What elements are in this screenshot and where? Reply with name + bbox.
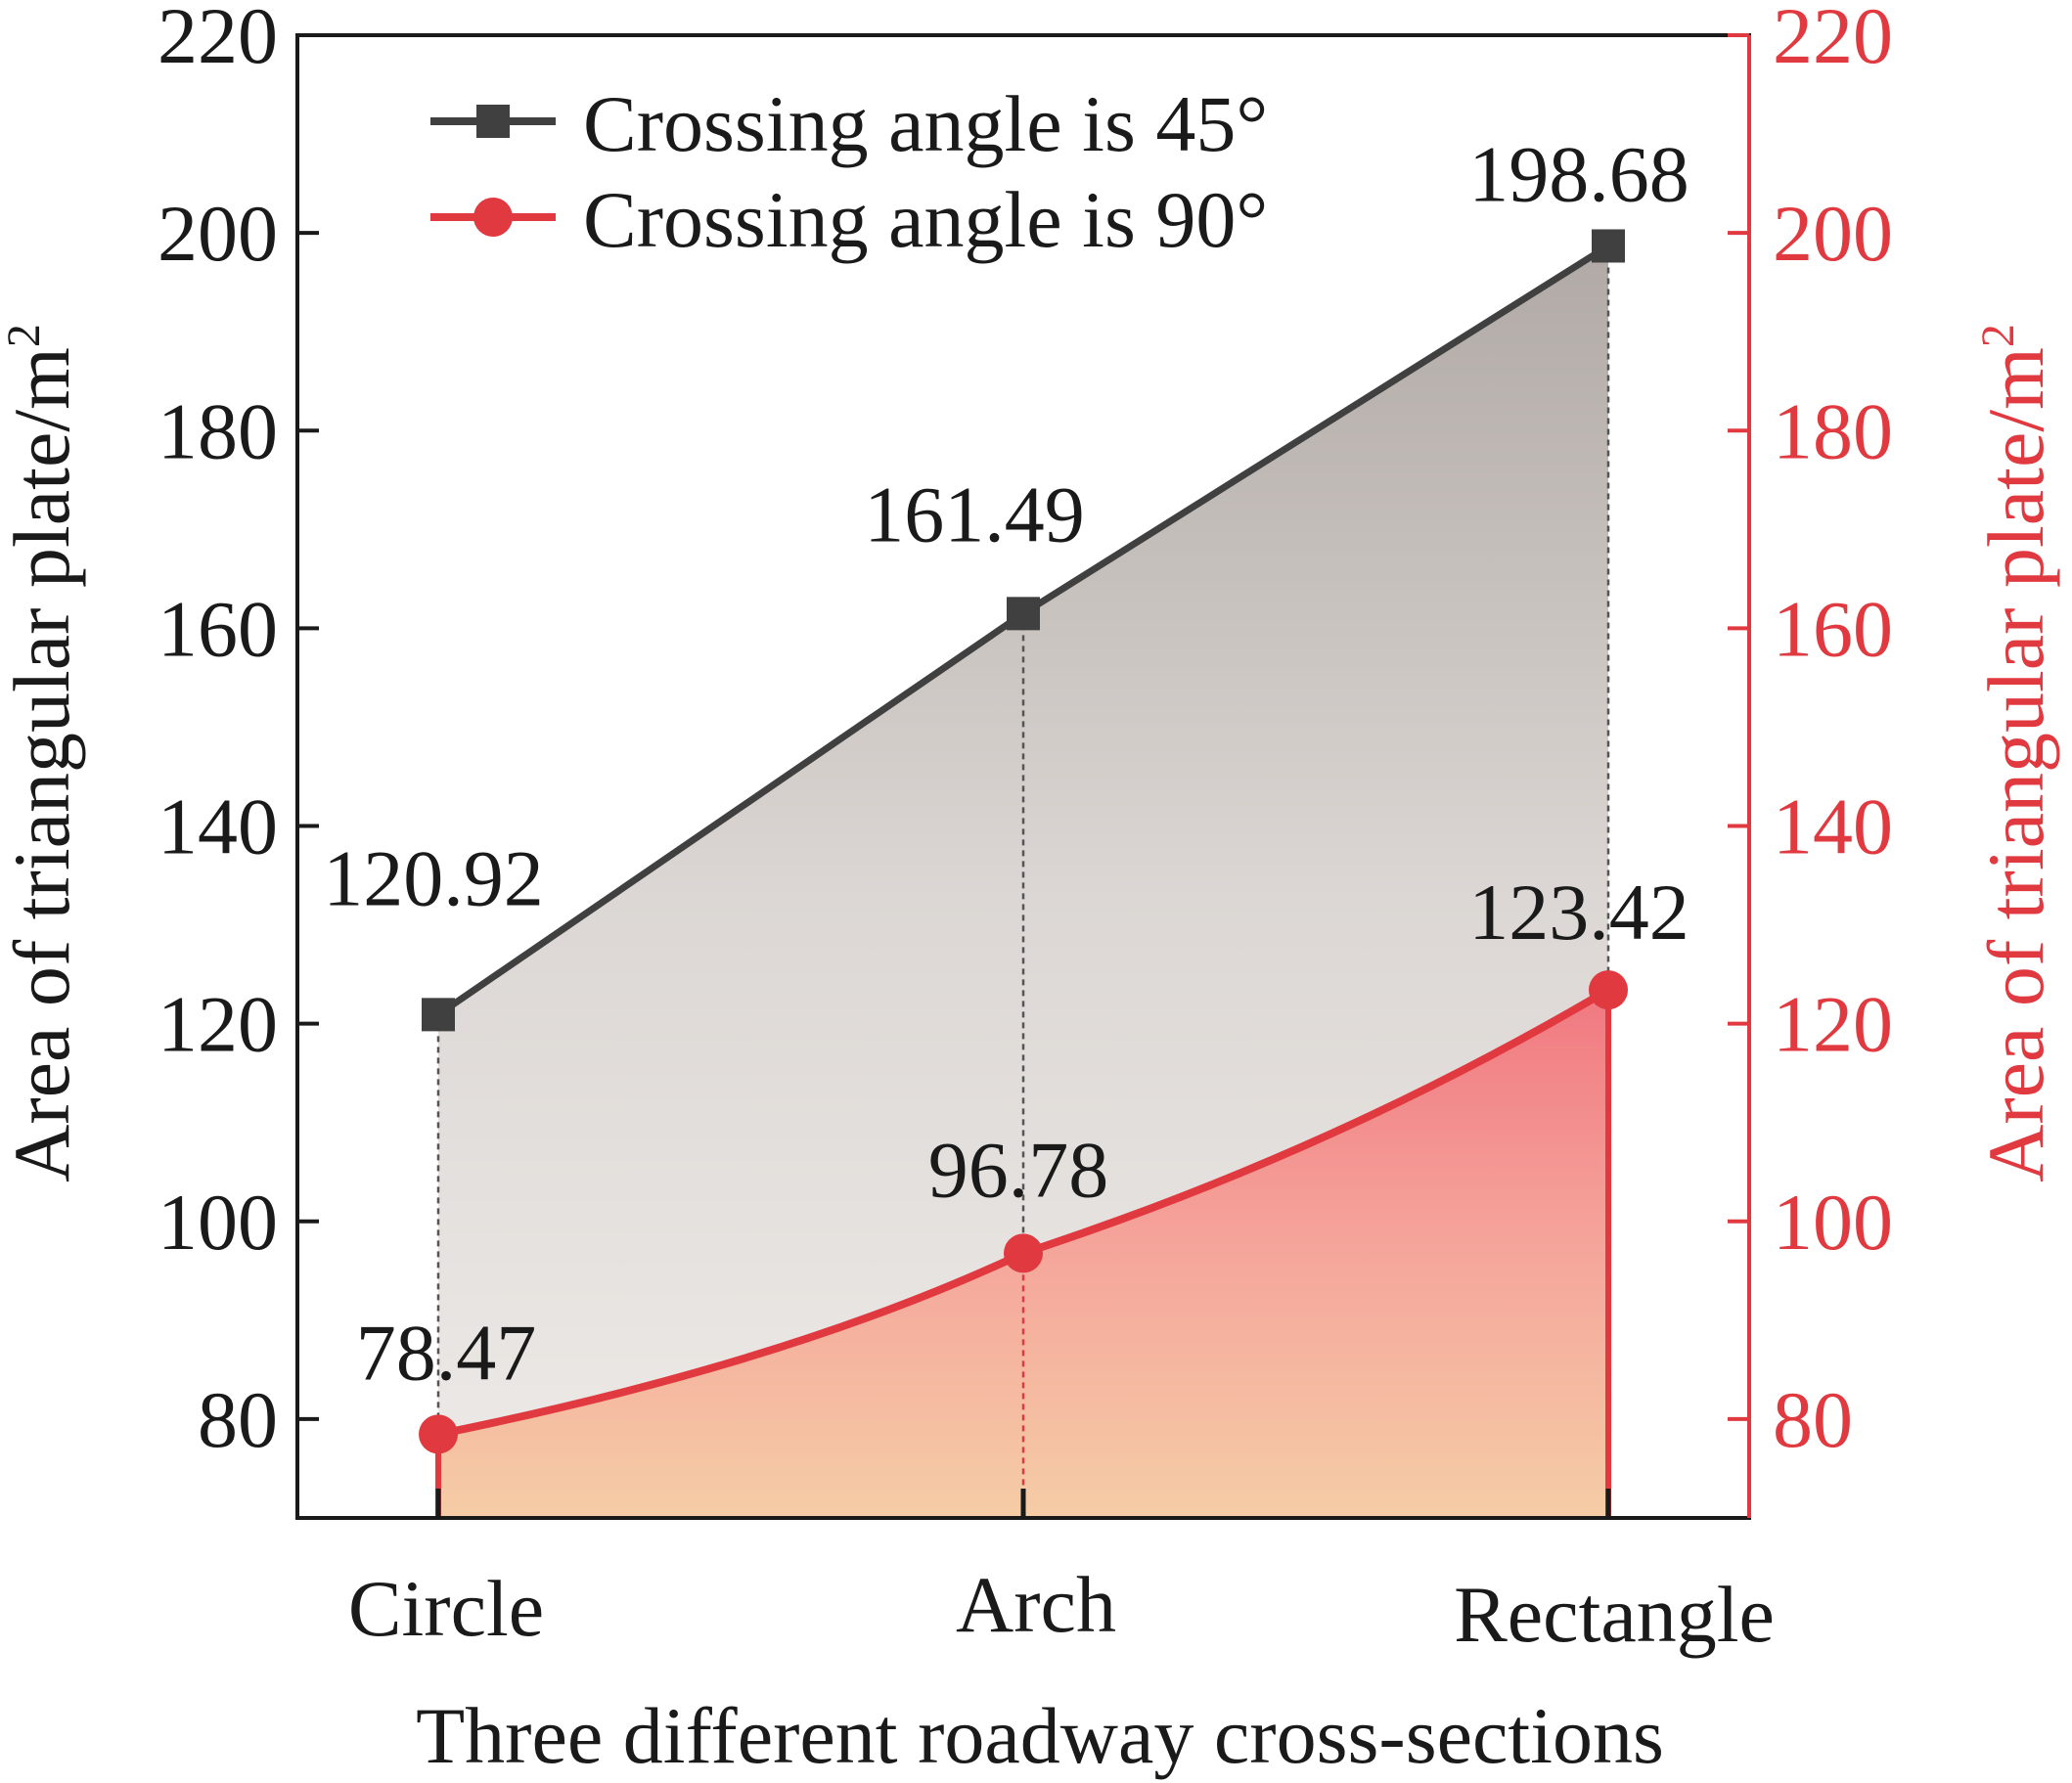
right-tick-label: 160: [1773, 584, 1893, 673]
category-labels: Circle Arch Rectangle: [348, 1560, 1775, 1659]
left-y-axis-title: Area of triangular plate/m2: [0, 324, 86, 1182]
right-tick-label: 180: [1773, 386, 1893, 475]
series-markers: [419, 229, 1628, 1454]
right-y-axis-title: Area of triangular plate/m2: [1971, 324, 2060, 1182]
left-tick-label: 100: [158, 1178, 278, 1267]
right-y-axis-title-text: Area of triangular plate/m: [1971, 347, 2060, 1182]
left-y-axis-ticks: 80 100 120 140 160 180 200 220: [158, 0, 319, 1464]
data-label-90: 123.42: [1468, 868, 1689, 957]
category-label: Arch: [956, 1560, 1116, 1649]
data-label-90: 78.47: [356, 1308, 537, 1397]
data-label-45: 120.92: [323, 833, 544, 922]
right-tick-label: 140: [1773, 782, 1893, 871]
legend-label-45: Crossing angle is 45°: [583, 79, 1268, 168]
left-tick-label: 160: [158, 584, 278, 673]
category-label: Rectangle: [1454, 1570, 1775, 1659]
left-tick-label: 140: [158, 782, 278, 871]
right-tick-label: 120: [1773, 980, 1893, 1069]
right-tick-label: 100: [1773, 1178, 1893, 1267]
data-label-45: 161.49: [864, 469, 1085, 558]
category-label: Circle: [348, 1564, 544, 1653]
legend-marker-45: [476, 105, 510, 138]
marker-45: [422, 998, 455, 1032]
marker-45: [1592, 229, 1625, 263]
marker-90: [1004, 1233, 1043, 1273]
data-labels: 120.92 161.49 198.68 78.47 96.78 123.42: [323, 129, 1689, 1397]
marker-45: [1007, 597, 1040, 631]
right-y-axis-title-superscript: 2: [1972, 324, 2024, 347]
right-y-axis-ticks: 80 100 120 140 160 180 200 220: [1728, 0, 1893, 1464]
data-label-90: 96.78: [928, 1125, 1109, 1214]
left-tick-label: 200: [158, 189, 278, 278]
left-y-axis-title-superscript: 2: [0, 324, 50, 347]
right-tick-label: 220: [1773, 0, 1893, 80]
legend: Crossing angle is 45° Crossing angle is …: [430, 79, 1268, 264]
x-axis-title: Three different roadway cross-sections: [416, 1691, 1664, 1780]
left-tick-label: 220: [158, 0, 278, 80]
left-y-axis-title-text: Area of triangular plate/m: [0, 347, 86, 1182]
left-tick-label: 80: [198, 1375, 278, 1464]
left-tick-label: 180: [158, 386, 278, 475]
left-tick-label: 120: [158, 980, 278, 1069]
right-tick-label: 200: [1773, 189, 1893, 278]
area-fills: [438, 245, 1608, 1518]
marker-90: [1589, 970, 1628, 1010]
legend-label-90: Crossing angle is 90°: [583, 175, 1268, 264]
x-axis-ticks: [435, 1489, 1611, 1518]
right-tick-label: 80: [1773, 1375, 1853, 1464]
data-label-45: 198.68: [1468, 129, 1689, 218]
marker-90: [419, 1414, 458, 1454]
legend-marker-90: [473, 198, 513, 237]
